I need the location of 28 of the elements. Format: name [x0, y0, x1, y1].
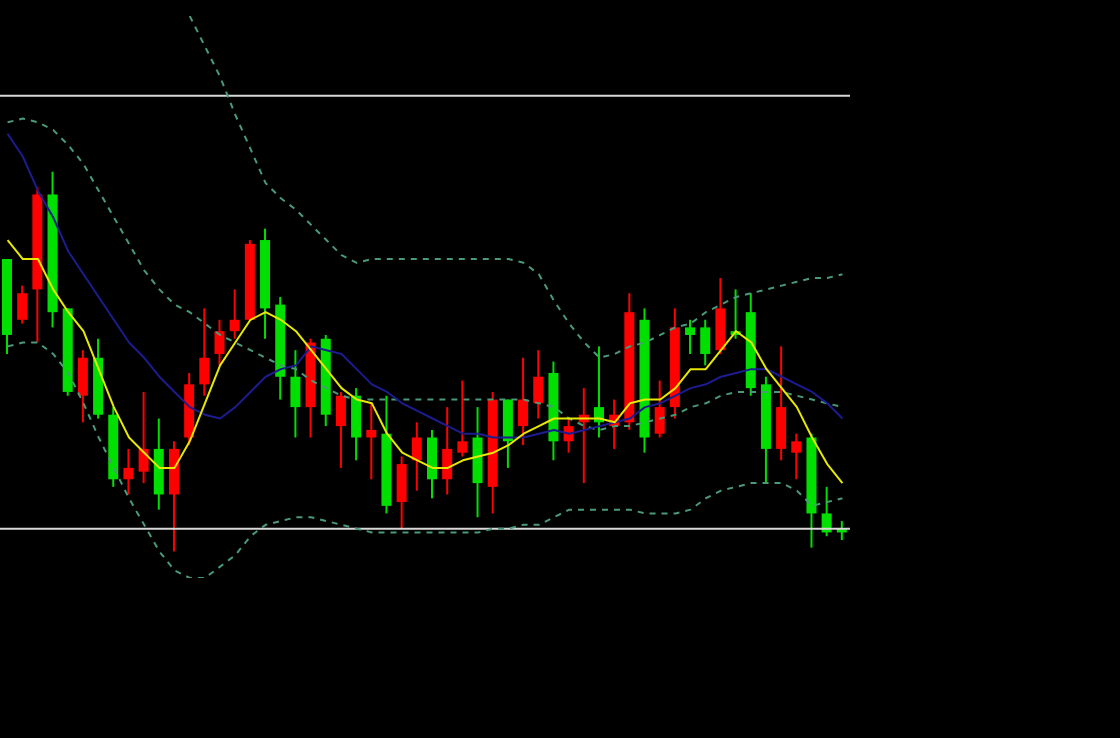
candlestick [396, 455, 407, 530]
candlestick [366, 402, 377, 481]
candlestick [351, 387, 362, 462]
candlestick [715, 277, 726, 355]
candlestick [411, 421, 422, 492]
candlestick [214, 318, 225, 367]
candlestick [229, 288, 240, 340]
candlestick [77, 349, 88, 424]
candlestick [654, 379, 665, 439]
candlestick [290, 349, 301, 439]
candlestick [427, 428, 437, 500]
candlestick [518, 356, 529, 447]
candlestick [168, 440, 179, 553]
candlestick [472, 406, 483, 519]
candlestick [791, 432, 802, 481]
candlestick [199, 307, 210, 397]
candlestick [138, 390, 149, 485]
candlestick [776, 345, 787, 462]
candlestick [700, 318, 711, 367]
candlestick [457, 379, 468, 458]
candlestick [533, 349, 544, 420]
candlestick [685, 318, 696, 355]
candlestick [123, 447, 134, 496]
candlestick [442, 406, 453, 496]
candlestick [502, 398, 513, 469]
candlestick [335, 390, 346, 469]
candlestick [153, 417, 164, 511]
candlestick [17, 284, 28, 325]
